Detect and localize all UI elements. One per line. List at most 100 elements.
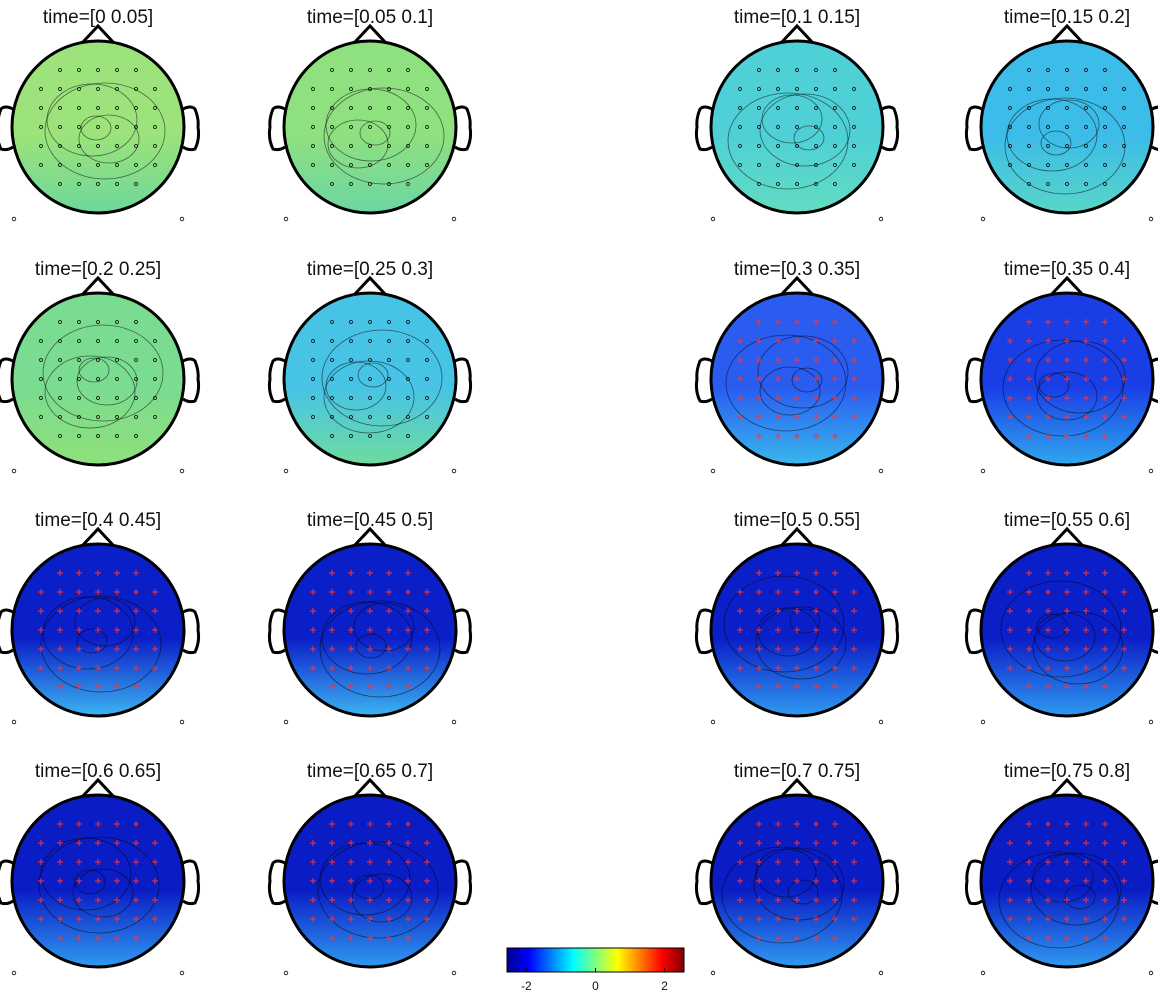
contour bbox=[44, 82, 166, 180]
nose bbox=[779, 526, 815, 548]
electrode bbox=[710, 719, 716, 725]
electrode bbox=[756, 878, 762, 884]
electrode bbox=[1083, 414, 1089, 420]
contour bbox=[353, 602, 415, 652]
electrode bbox=[367, 859, 373, 865]
electrode bbox=[38, 627, 44, 633]
electrode bbox=[738, 106, 742, 110]
electrode bbox=[1026, 916, 1032, 922]
electrode bbox=[833, 87, 837, 91]
left-ear bbox=[694, 608, 713, 655]
electrode bbox=[1083, 821, 1089, 827]
electrode bbox=[57, 589, 63, 595]
electrode bbox=[405, 840, 411, 846]
electrode bbox=[367, 840, 373, 846]
electrode bbox=[1026, 357, 1032, 363]
nose bbox=[779, 275, 815, 297]
electrode bbox=[152, 859, 158, 865]
electrode bbox=[349, 415, 353, 419]
electrode bbox=[77, 182, 81, 186]
electrode bbox=[775, 840, 781, 846]
electrode bbox=[775, 935, 781, 941]
electrode bbox=[1121, 395, 1127, 401]
electrode bbox=[1102, 433, 1108, 439]
electrode bbox=[1064, 357, 1070, 363]
electrode bbox=[1083, 627, 1089, 633]
electrode bbox=[330, 377, 334, 381]
electrode bbox=[349, 320, 353, 324]
electrode bbox=[1084, 125, 1088, 129]
electrode bbox=[368, 87, 372, 91]
electrode bbox=[738, 125, 742, 129]
electrode bbox=[114, 646, 120, 652]
electrode bbox=[1045, 570, 1051, 576]
electrode bbox=[424, 665, 430, 671]
electrode bbox=[1102, 821, 1108, 827]
electrode bbox=[387, 144, 391, 148]
nose bbox=[1049, 275, 1085, 297]
electrode bbox=[814, 182, 818, 186]
electrode bbox=[813, 608, 819, 614]
electrode bbox=[1007, 608, 1013, 614]
electrode bbox=[387, 163, 391, 167]
electrode bbox=[386, 935, 392, 941]
electrode bbox=[756, 376, 762, 382]
electrode bbox=[96, 182, 100, 186]
electrode bbox=[832, 897, 838, 903]
electrode bbox=[406, 434, 410, 438]
electrode bbox=[39, 377, 43, 381]
electrode bbox=[1065, 106, 1069, 110]
electrode bbox=[1148, 216, 1154, 222]
electrode bbox=[134, 434, 138, 438]
electrode bbox=[348, 589, 354, 595]
electrode bbox=[387, 182, 391, 186]
electrode bbox=[851, 338, 857, 344]
electrode bbox=[424, 897, 430, 903]
electrode bbox=[1083, 935, 1089, 941]
electrode bbox=[405, 897, 411, 903]
electrode bbox=[153, 163, 157, 167]
electrode bbox=[795, 68, 799, 72]
electrode bbox=[1103, 125, 1107, 129]
electrode bbox=[814, 87, 818, 91]
electrode bbox=[153, 125, 157, 129]
electrode bbox=[1121, 646, 1127, 652]
electrode bbox=[1102, 589, 1108, 595]
electrode bbox=[152, 916, 158, 922]
electrode bbox=[134, 144, 138, 148]
electrode bbox=[330, 144, 334, 148]
electrode bbox=[1064, 376, 1070, 382]
electrode bbox=[1121, 840, 1127, 846]
electrode bbox=[1064, 608, 1070, 614]
panel-title: time=[0.05 0.1] bbox=[307, 7, 433, 28]
electrode bbox=[757, 106, 761, 110]
electrode bbox=[387, 106, 391, 110]
contour bbox=[80, 115, 112, 141]
electrode bbox=[794, 684, 800, 690]
colorbar-tick-label: -2 bbox=[521, 979, 532, 993]
electrode bbox=[1045, 878, 1051, 884]
right-ear bbox=[182, 859, 201, 906]
electrode bbox=[1102, 935, 1108, 941]
electrode bbox=[1084, 106, 1088, 110]
electrode bbox=[832, 608, 838, 614]
electrode bbox=[1121, 897, 1127, 903]
electrode bbox=[329, 646, 335, 652]
electrode bbox=[794, 646, 800, 652]
electrode bbox=[133, 878, 139, 884]
right-ear bbox=[454, 357, 473, 404]
electrode bbox=[368, 434, 372, 438]
electrode bbox=[878, 719, 884, 725]
electrode bbox=[878, 216, 884, 222]
electrode bbox=[424, 589, 430, 595]
contour bbox=[725, 334, 847, 432]
electrode bbox=[152, 608, 158, 614]
electrode bbox=[1027, 68, 1031, 72]
electrode bbox=[424, 878, 430, 884]
contour bbox=[1004, 97, 1126, 195]
electrode bbox=[95, 570, 101, 576]
electrode bbox=[152, 627, 158, 633]
electrode bbox=[737, 395, 743, 401]
electrode bbox=[96, 434, 100, 438]
electrode bbox=[133, 684, 139, 690]
